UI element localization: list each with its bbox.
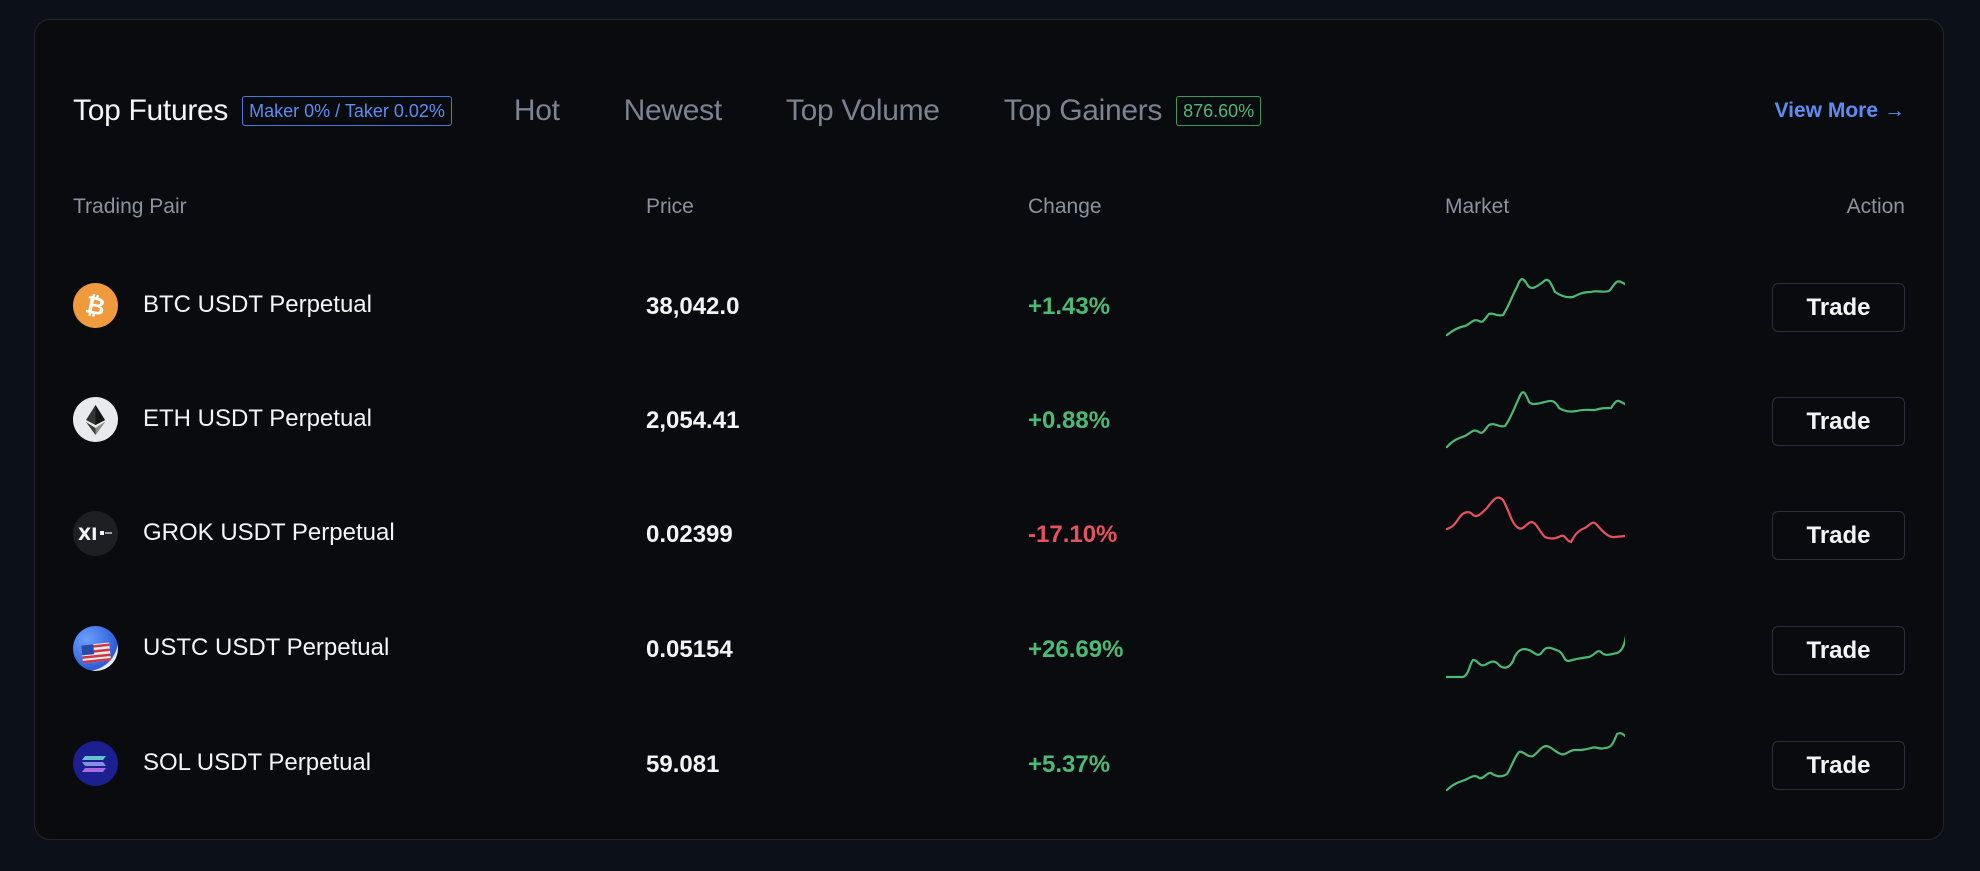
table-row[interactable]: ETH USDT Perpetual 2,054.41 +0.88% Trade bbox=[73, 376, 1905, 456]
column-header-market: Market bbox=[1445, 195, 1510, 218]
change: +5.37% bbox=[1028, 751, 1111, 778]
trade-button[interactable]: Trade bbox=[1772, 741, 1905, 790]
svg-text:XI: XI bbox=[78, 525, 97, 545]
table-row[interactable]: XI GROK USDT Perpetual 0.02399 -17.10% T… bbox=[73, 490, 1905, 570]
top-futures-card: Top Futures Maker 0% / Taker 0.02% Hot N… bbox=[34, 19, 1944, 840]
fee-badge: Maker 0% / Taker 0.02% bbox=[242, 96, 452, 126]
pair-name: SOL USDT Perpetual bbox=[143, 749, 372, 776]
pair-name: BTC USDT Perpetual bbox=[143, 291, 372, 318]
column-header-price: Price bbox=[646, 195, 694, 218]
change: -17.10% bbox=[1028, 521, 1118, 548]
view-more-link[interactable]: View More → bbox=[1775, 99, 1905, 123]
trade-button[interactable]: Trade bbox=[1772, 397, 1905, 446]
sparkline-chart bbox=[1445, 732, 1625, 792]
pair-name: ETH USDT Perpetual bbox=[143, 405, 372, 432]
tab-top-volume[interactable]: Top Volume bbox=[785, 94, 940, 127]
trading-pair[interactable]: SOL USDT Perpetual bbox=[73, 740, 371, 786]
tab-hot[interactable]: Hot bbox=[513, 94, 560, 127]
table-row[interactable]: SOL USDT Perpetual 59.081 +5.37% Trade bbox=[73, 720, 1905, 800]
pair-name: GROK USDT Perpetual bbox=[143, 519, 395, 546]
sparkline-chart bbox=[1445, 635, 1625, 679]
ustc-icon bbox=[73, 625, 118, 671]
trading-pair[interactable]: XI GROK USDT Perpetual bbox=[73, 510, 395, 556]
ethereum-icon bbox=[73, 396, 118, 442]
trading-pair[interactable]: ₿ BTC USDT Perpetual bbox=[73, 282, 372, 328]
sparkline-chart bbox=[1445, 278, 1625, 337]
change: +1.43% bbox=[1028, 293, 1111, 320]
table-header: Trading Pair Price Change Market Action bbox=[73, 195, 1905, 225]
top-gainers-badge: 876.60% bbox=[1176, 96, 1262, 126]
price: 2,054.41 bbox=[646, 407, 740, 434]
trade-button[interactable]: Trade bbox=[1772, 626, 1905, 675]
svg-text:₿: ₿ bbox=[83, 290, 108, 321]
price: 59.081 bbox=[646, 751, 720, 778]
price: 38,042.0 bbox=[646, 293, 740, 320]
arrow-right-icon: → bbox=[1884, 99, 1905, 122]
view-more-label: View More bbox=[1774, 99, 1878, 122]
bitcoin-icon: ₿ bbox=[73, 282, 118, 328]
table-row[interactable]: USTC USDT Perpetual 0.05154 +26.69% Trad… bbox=[73, 605, 1905, 685]
trading-pair[interactable]: ETH USDT Perpetual bbox=[73, 396, 372, 442]
trading-pair[interactable]: USTC USDT Perpetual bbox=[73, 625, 389, 671]
card-header: Top Futures Maker 0% / Taker 0.02% Hot N… bbox=[73, 88, 1905, 134]
trade-button[interactable]: Trade bbox=[1772, 511, 1905, 560]
column-header-change: Change bbox=[1028, 195, 1102, 218]
sparkline-chart bbox=[1445, 496, 1625, 544]
tab-top-gainers-group[interactable]: Top Gainers 876.60% bbox=[1004, 94, 1262, 128]
price: 0.02399 bbox=[646, 521, 733, 548]
solana-icon bbox=[73, 740, 118, 786]
tab-top-gainers[interactable]: Top Gainers bbox=[1003, 94, 1163, 127]
card-title: Top Futures bbox=[73, 94, 229, 127]
grok-icon: XI bbox=[73, 510, 118, 556]
change: +0.88% bbox=[1028, 407, 1111, 434]
column-header-trading-pair: Trading Pair bbox=[73, 195, 187, 218]
trade-button[interactable]: Trade bbox=[1772, 283, 1905, 332]
table-row[interactable]: ₿ BTC USDT Perpetual 38,042.0 +1.43% Tra… bbox=[73, 262, 1905, 342]
pair-name: USTC USDT Perpetual bbox=[143, 634, 390, 661]
change: +26.69% bbox=[1028, 636, 1124, 663]
price: 0.05154 bbox=[646, 636, 733, 663]
sparkline-chart bbox=[1445, 391, 1625, 449]
column-header-action: Action bbox=[1846, 195, 1905, 218]
tab-newest[interactable]: Newest bbox=[623, 94, 723, 127]
